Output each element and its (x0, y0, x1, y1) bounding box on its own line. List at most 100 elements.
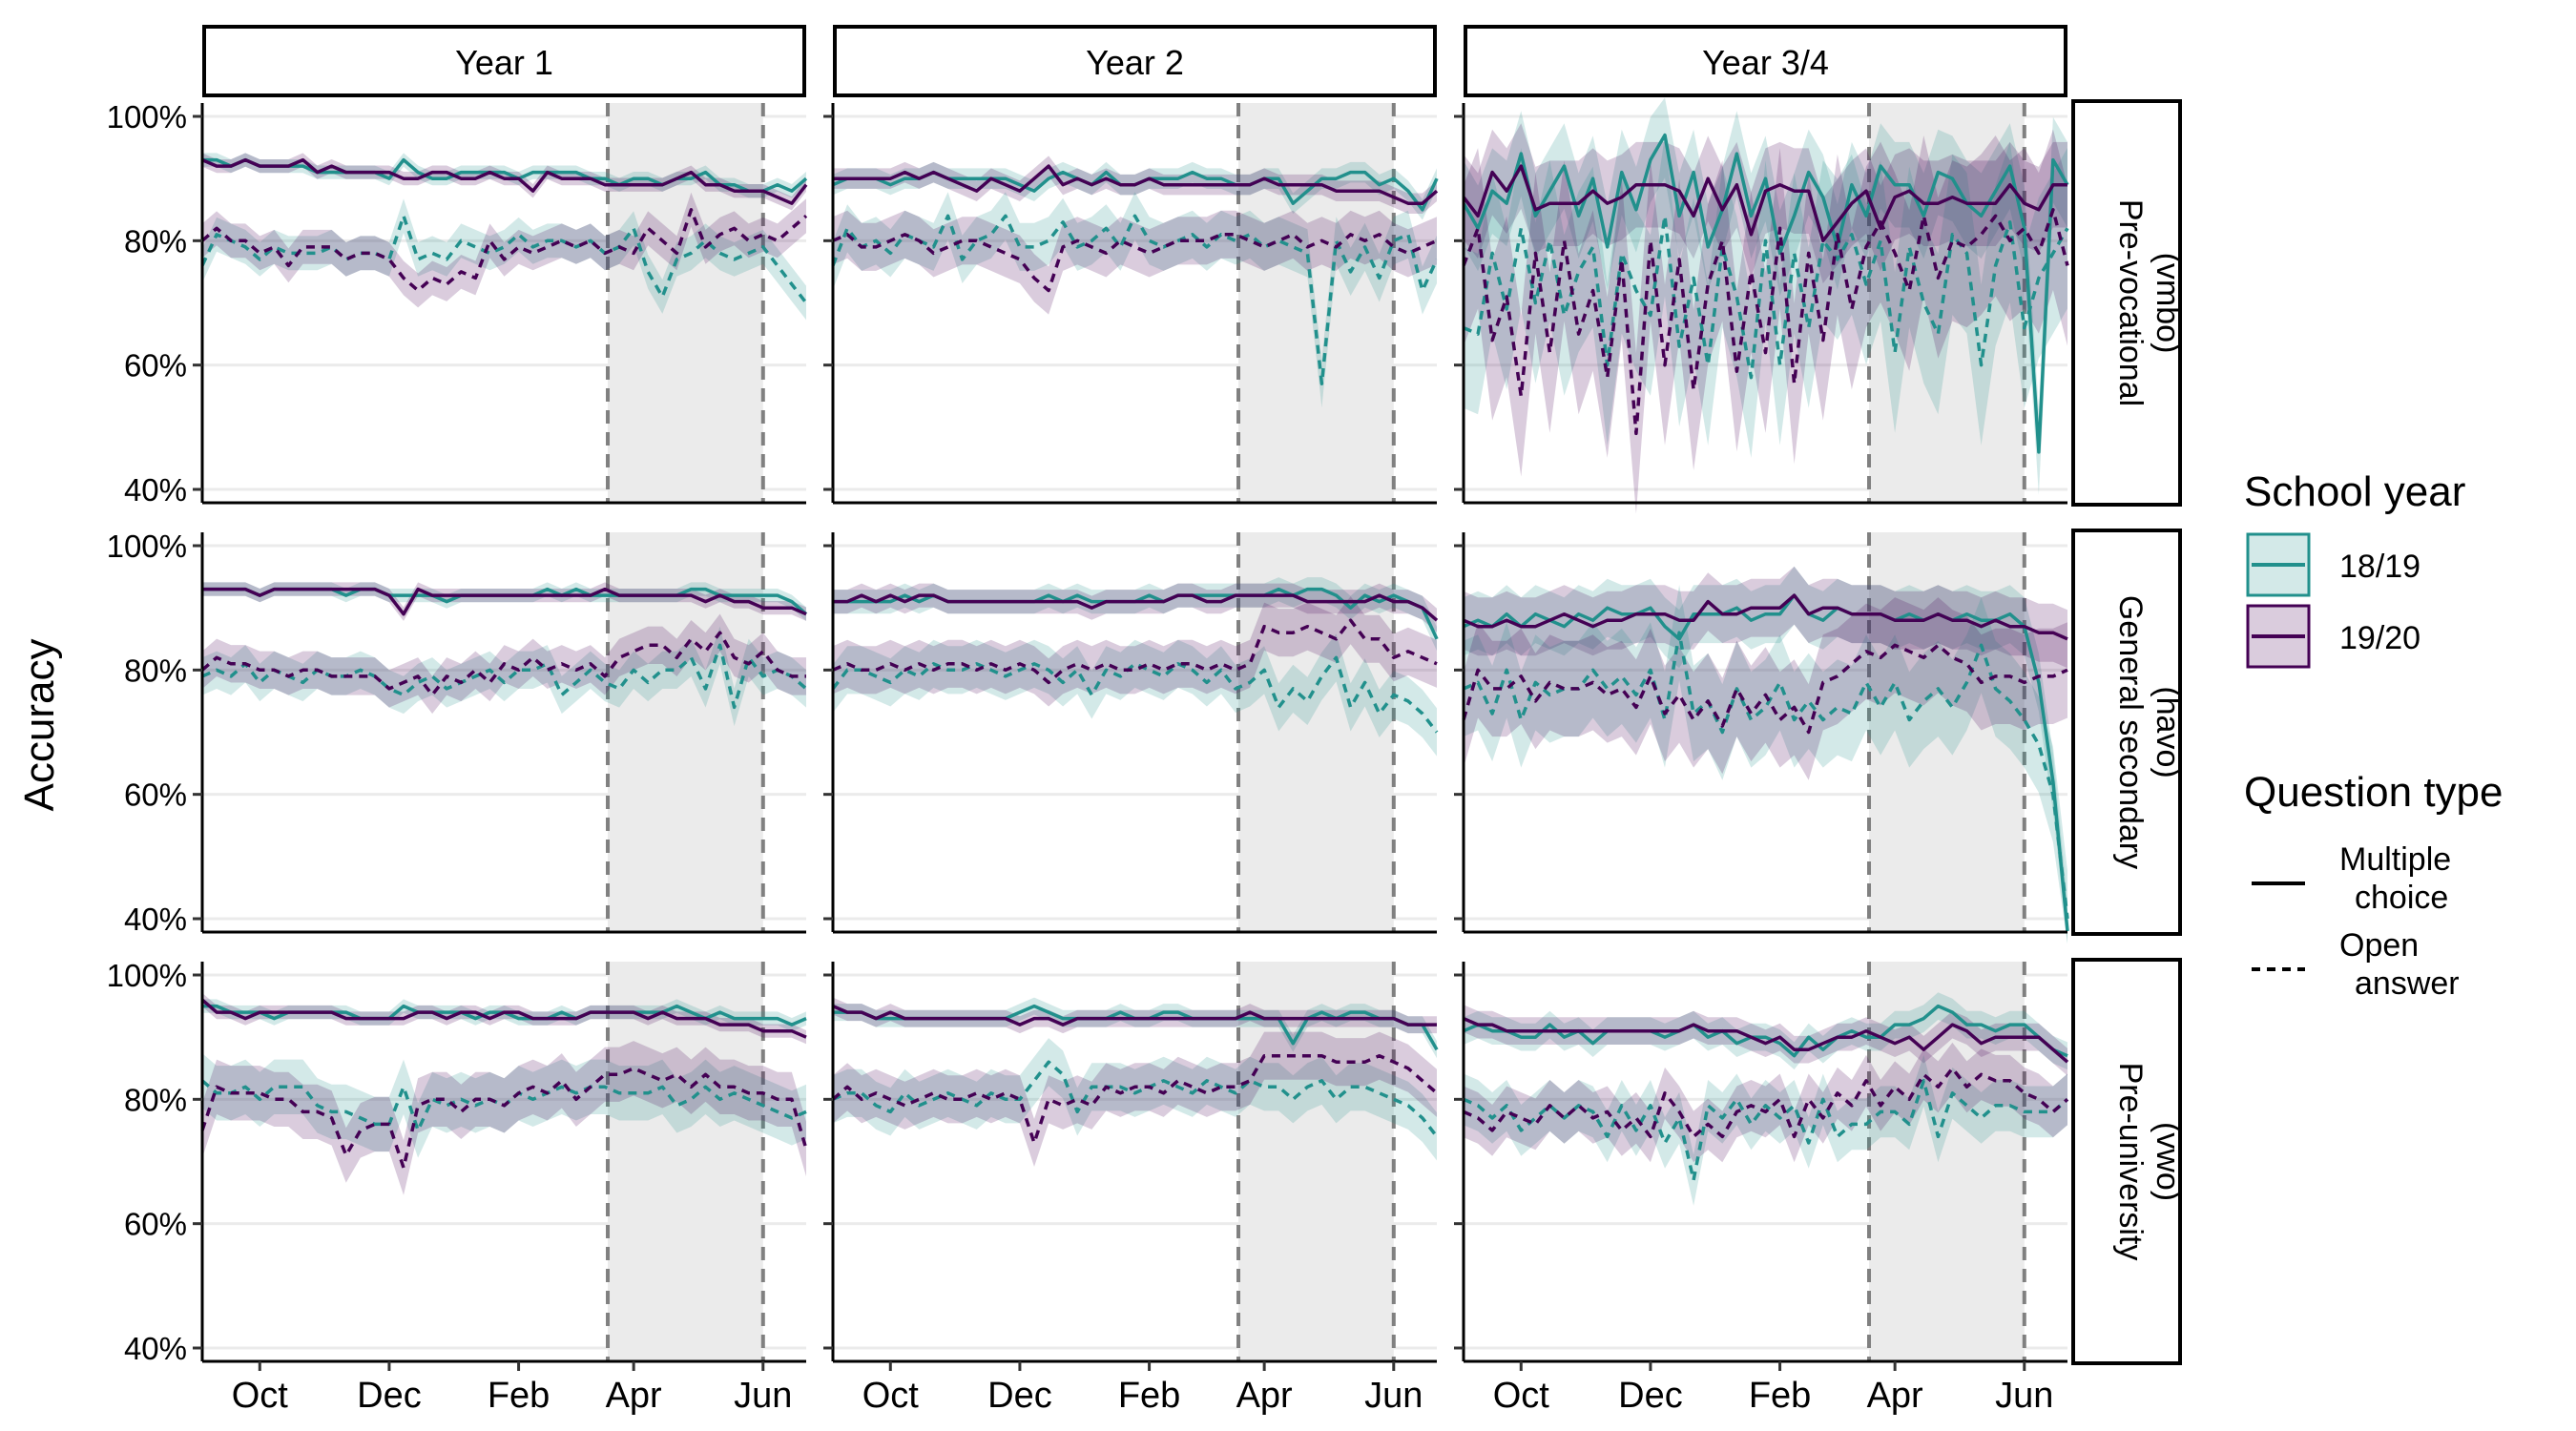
row-strip-label-line2: (havo) (2150, 686, 2186, 778)
x-tick-label: Apr (1867, 1376, 1923, 1416)
series-line (1463, 1067, 2069, 1139)
confidence-band (1464, 135, 2067, 458)
shaded-period (1238, 962, 1394, 1361)
series-line (202, 587, 807, 616)
panel (823, 532, 1439, 934)
panel (1454, 97, 2069, 514)
panels-layer: 40% 60% 80% 100% 40% 60% 80% 100% 40% 60% 80% 100% O… (107, 97, 2069, 1416)
column-strip-label: Year 1 (455, 43, 553, 82)
series-line (832, 1004, 1437, 1027)
confidence-band (202, 153, 806, 198)
confidence-band (1464, 1054, 2067, 1206)
series-line (831, 1053, 1439, 1145)
x-tick-label: Oct (1493, 1376, 1550, 1416)
x-tick-label: Oct (232, 1376, 289, 1416)
legend-label: 19/20 (2339, 620, 2420, 656)
shaded-period (608, 962, 763, 1361)
confidence-band (833, 1038, 1437, 1161)
shaded-period (608, 532, 763, 932)
series-line (200, 998, 807, 1039)
series-line (831, 655, 1439, 734)
row-strip-label-line2: (vmbo) (2150, 253, 2186, 354)
y-tick-label: 80% (124, 223, 187, 259)
panel: 40% 60% 80% 100% (107, 529, 808, 937)
y-tick-label: 100% (107, 99, 187, 135)
column-strip (202, 25, 806, 97)
y-tick-label: 80% (124, 1082, 187, 1117)
confidence-band (202, 192, 806, 308)
series-line (832, 618, 1438, 685)
x-tick-label: Dec (1618, 1376, 1683, 1416)
confidence-band (202, 153, 806, 211)
row-strip-label-line1: Pre-vocational (2112, 199, 2149, 406)
x-tick-label: Oct (862, 1376, 920, 1416)
confidence-band (833, 997, 1437, 1034)
confidence-band (833, 1031, 1437, 1167)
panel: Oct Dec Feb Apr Jun (823, 962, 1439, 1416)
panel: 40% 60% 80% 100% Oct Dec Feb Apr Jun (107, 958, 808, 1416)
x-tick-label: Apr (606, 1376, 662, 1416)
series-line (201, 643, 808, 710)
panel: Oct Dec Feb Apr Jun (1454, 962, 2069, 1416)
row-strip (2071, 529, 2182, 936)
y-tick-label: 40% (124, 1331, 187, 1366)
shaded-period (1869, 103, 2025, 503)
panel (823, 103, 1439, 505)
x-tick-label: Jun (1995, 1376, 2053, 1416)
strips-layer: Year 1 Year 2 Year 3/4 Pre-vocational (vmbo)… (202, 25, 2186, 1365)
y-axis-title: Accuracy (16, 639, 63, 812)
confidence-band (1464, 129, 2067, 514)
x-tick-label: Dec (357, 1376, 422, 1416)
y-tick-label: 40% (124, 472, 187, 508)
y-tick-label: 80% (124, 653, 187, 688)
confidence-band (1464, 566, 2067, 669)
series-line (1463, 593, 2069, 932)
y-tick-label: 40% (124, 902, 187, 937)
legend-label-line1: Multiple (2339, 841, 2451, 878)
confidence-band (1464, 123, 2067, 284)
legend-title-school-year: School year (2244, 468, 2465, 515)
series-line (1463, 1016, 2069, 1064)
confidence-band (833, 161, 1437, 220)
confidence-band (1464, 1042, 2067, 1163)
legend-label-line2: answer (2355, 965, 2460, 1002)
confidence-band (833, 596, 1437, 707)
series-line (1463, 1079, 2069, 1182)
confidence-band (1464, 992, 2067, 1070)
series-line (832, 1060, 1439, 1138)
series-line (1462, 208, 2069, 436)
y-tick-label: 60% (124, 778, 187, 813)
confidence-band (202, 626, 806, 727)
x-tick-label: Feb (488, 1376, 550, 1416)
confidence-band (1464, 597, 2067, 780)
confidence-band (202, 992, 806, 1045)
row-strip-label-line2: (vwo) (2150, 1122, 2186, 1201)
column-strip (1464, 25, 2067, 97)
confidence-band (202, 1041, 806, 1195)
row-strip (2071, 99, 2182, 507)
x-tick-label: Apr (1236, 1376, 1293, 1416)
series-line (201, 157, 808, 205)
x-tick-label: Feb (1749, 1376, 1811, 1416)
column-strip-label: Year 3/4 (1702, 43, 1829, 82)
shaded-period (1869, 532, 2025, 932)
legend: School year 18/19 19/20 Question type Multip… (2244, 468, 2503, 1002)
legend-label-line1: Open (2339, 927, 2419, 964)
confidence-band (1464, 566, 2067, 944)
series-line (832, 233, 1438, 293)
x-tick-label: Jun (734, 1376, 792, 1416)
confidence-band (833, 633, 1437, 757)
series-line (1462, 643, 2068, 735)
panel: 40% 60% 80% 100% (107, 99, 808, 508)
shaded-period (1238, 103, 1394, 503)
column-strip-label: Year 2 (1086, 43, 1184, 82)
y-tick-label: 60% (124, 1207, 187, 1242)
series-line (833, 593, 1439, 622)
y-tick-label: 100% (107, 529, 187, 564)
series-line (1463, 214, 2069, 380)
y-tick-label: 100% (107, 958, 187, 993)
series-line (200, 631, 806, 697)
series-line (1463, 593, 2068, 641)
confidence-band (833, 997, 1437, 1059)
